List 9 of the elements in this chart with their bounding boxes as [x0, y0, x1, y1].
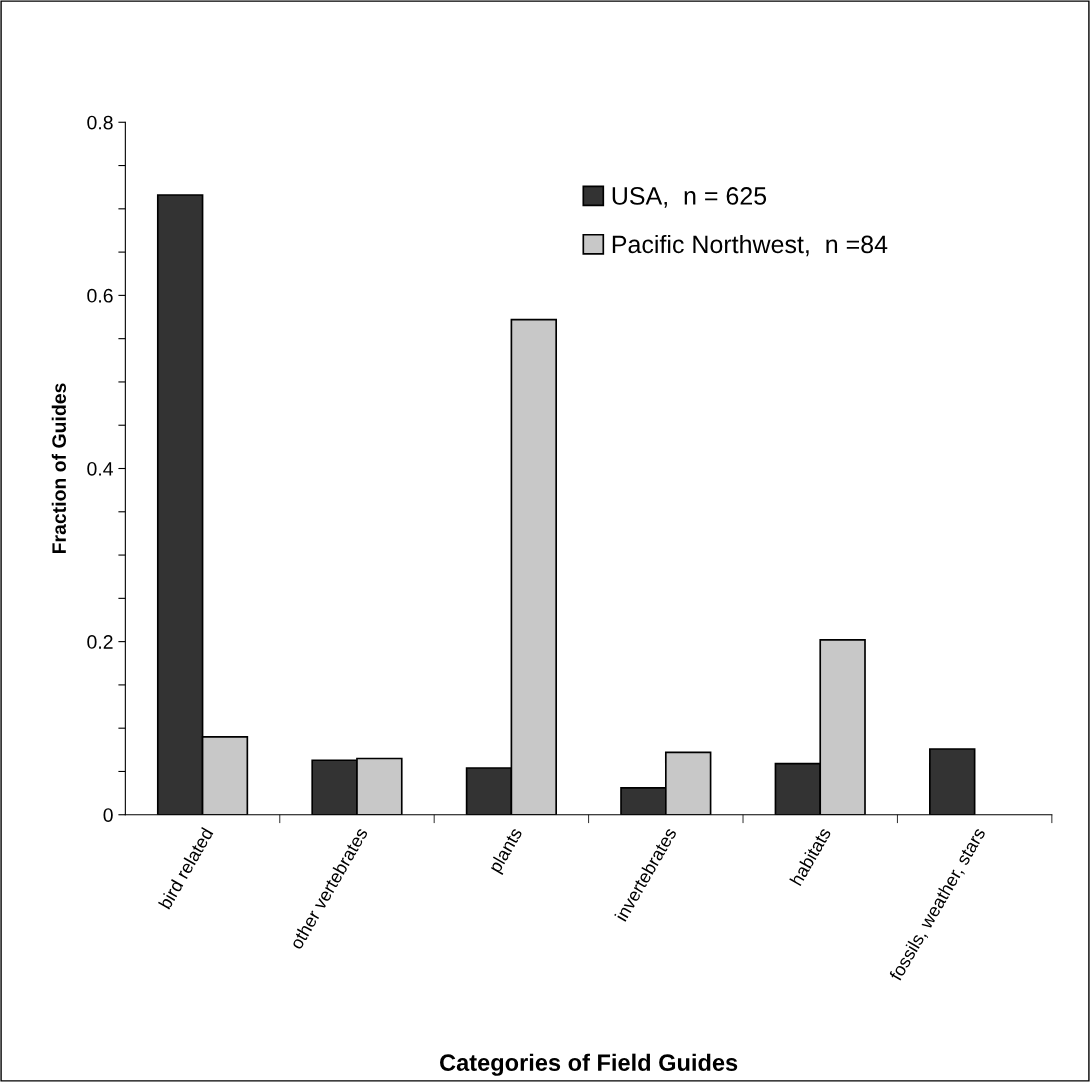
y-tick-label: 0.2 [87, 635, 113, 649]
legend-label: USA, n = 625 [612, 187, 767, 208]
y-tick-label: 0.4 [87, 461, 113, 476]
y-tick-label: 0.8 [87, 115, 113, 130]
y-tick-label: 0 [103, 808, 113, 822]
x-axis-title: Categories of Field Guides [440, 1053, 738, 1076]
y-tick-label: 0.6 [87, 288, 113, 303]
legend-label: Pacific Northwest, n =84 [612, 234, 888, 257]
y-axis-title: Fraction of Guides [51, 383, 67, 554]
